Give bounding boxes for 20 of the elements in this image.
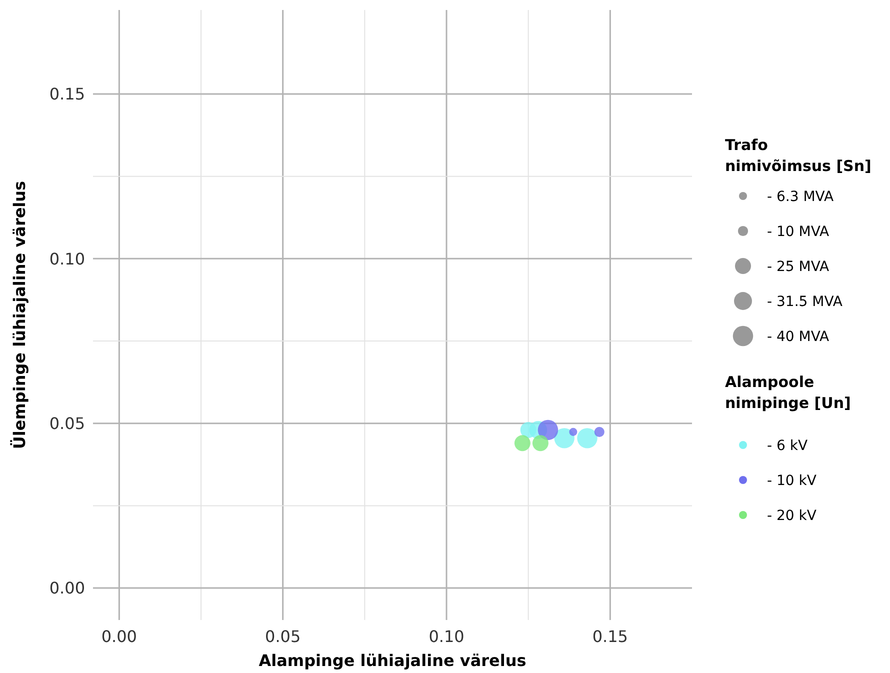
legend-label: - 6.3 MVA [767, 188, 834, 205]
legend-label: - 40 MVA [767, 328, 830, 345]
legend-label: - 10 kV [767, 472, 817, 489]
legend-title: Alampoole nimipinge [Un] [725, 373, 851, 412]
legend-label: - 10 MVA [767, 224, 830, 240]
y-tick-label: 0.00 [49, 578, 85, 598]
x-tick-label: 0.10 [428, 627, 464, 646]
legend-label: - 25 MVA [767, 258, 830, 275]
y-axis-title: Ülempinge lühiajaline värelus [10, 180, 29, 450]
legend-label: - 20 kV [767, 508, 817, 524]
legend-label: - 6 kV [767, 438, 808, 454]
y-tick-label: 0.05 [49, 414, 85, 433]
legend-label: - 31.5 MVA [767, 294, 843, 310]
x-axis-title: Alampinge lühiajaline värelus [258, 651, 526, 670]
x-tick-label: 0.15 [592, 627, 628, 646]
x-tick-label: 0.00 [101, 627, 137, 646]
text: Trafo nimivõimsus [Sn] [725, 136, 872, 175]
x-tick-label: 0.05 [265, 627, 301, 646]
y-tick-label: 0.15 [49, 84, 85, 104]
y-tick-label: 0.10 [49, 249, 85, 268]
